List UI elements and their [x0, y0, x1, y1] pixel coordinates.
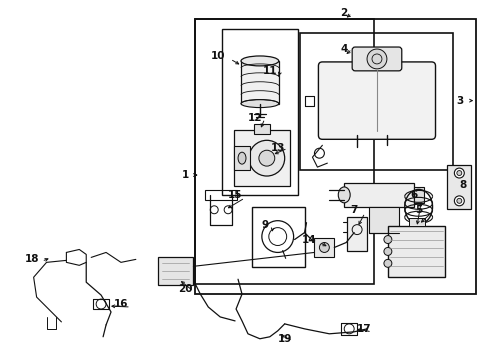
FancyBboxPatch shape: [351, 47, 401, 71]
Text: 12: 12: [247, 113, 262, 123]
Ellipse shape: [238, 152, 245, 164]
Text: 15: 15: [227, 190, 242, 200]
Circle shape: [366, 49, 386, 69]
Text: 6: 6: [409, 190, 416, 200]
Text: 3: 3: [456, 96, 463, 105]
Circle shape: [453, 196, 463, 206]
Bar: [299, 33, 452, 170]
Circle shape: [96, 299, 106, 309]
Text: 9: 9: [261, 220, 268, 230]
Ellipse shape: [338, 187, 349, 203]
Bar: [241, 61, 278, 104]
Text: 4: 4: [340, 44, 347, 54]
Bar: [195, 19, 475, 294]
Circle shape: [453, 168, 463, 178]
FancyBboxPatch shape: [318, 62, 435, 139]
Bar: [344, 183, 413, 207]
Bar: [368, 207, 398, 233]
Text: 8: 8: [459, 180, 466, 190]
Bar: [346, 217, 366, 251]
Bar: [195, 19, 373, 284]
Bar: [157, 257, 193, 285]
Text: 16: 16: [114, 299, 128, 309]
Bar: [413, 187, 423, 203]
Ellipse shape: [241, 56, 278, 66]
Text: 13: 13: [270, 143, 285, 153]
Bar: [205, 190, 237, 200]
Bar: [447, 165, 470, 209]
Text: 19: 19: [277, 334, 291, 344]
Bar: [408, 218, 424, 226]
Bar: [314, 238, 334, 257]
Circle shape: [383, 260, 391, 267]
Circle shape: [383, 235, 391, 243]
Bar: [387, 226, 445, 277]
Circle shape: [319, 243, 328, 252]
Text: 2: 2: [340, 8, 347, 18]
Bar: [234, 146, 249, 170]
Bar: [253, 125, 269, 134]
Circle shape: [344, 324, 353, 334]
Bar: [234, 130, 289, 186]
Bar: [222, 29, 297, 195]
Text: 18: 18: [24, 255, 39, 264]
Ellipse shape: [241, 100, 278, 108]
Text: 5: 5: [414, 205, 422, 215]
Circle shape: [383, 247, 391, 255]
Text: 1: 1: [182, 170, 189, 180]
Text: 7: 7: [350, 205, 357, 215]
Text: 10: 10: [210, 51, 225, 61]
Circle shape: [248, 140, 284, 176]
Bar: [251, 207, 304, 267]
Text: 11: 11: [262, 66, 277, 76]
Text: 20: 20: [178, 284, 192, 294]
Circle shape: [456, 171, 461, 176]
Circle shape: [456, 198, 461, 203]
Text: 17: 17: [356, 324, 370, 334]
Text: 14: 14: [302, 234, 316, 244]
Circle shape: [258, 150, 274, 166]
